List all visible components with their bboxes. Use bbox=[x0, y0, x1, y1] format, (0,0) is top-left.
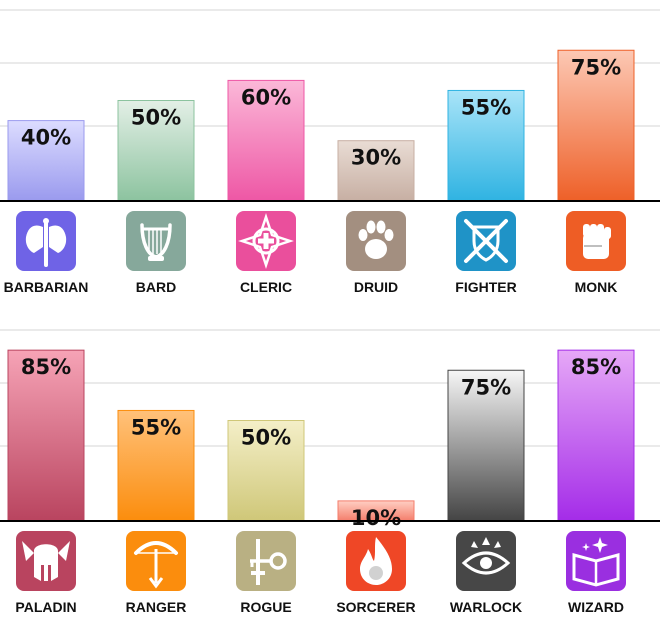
category-label-monk: MONK bbox=[575, 279, 618, 295]
bar-rogue bbox=[227, 420, 305, 522]
category-label-bard: BARD bbox=[136, 279, 176, 295]
bar-fighter bbox=[447, 89, 525, 202]
holy-symbol-icon bbox=[236, 211, 296, 271]
bar-paladin bbox=[7, 349, 85, 522]
value-label-paladin: 85% bbox=[21, 355, 71, 379]
chart-panel-2: 85% PALADIN 55% RANGER 50% ROGUE 10% SORCERER 75… bbox=[0, 329, 660, 615]
eye-sigil-icon bbox=[456, 531, 516, 591]
paw-icon bbox=[346, 211, 406, 271]
value-label-bard: 50% bbox=[131, 106, 181, 130]
dagger-key-icon bbox=[236, 531, 296, 591]
bar-ranger bbox=[117, 409, 195, 522]
bar-wizard bbox=[557, 349, 635, 522]
value-label-rogue: 50% bbox=[241, 426, 291, 450]
bar-monk bbox=[557, 49, 635, 202]
category-label-barbarian: BARBARIAN bbox=[4, 279, 89, 295]
value-label-druid: 30% bbox=[351, 146, 401, 170]
category-label-wizard: WIZARD bbox=[568, 599, 624, 615]
bar-druid bbox=[337, 140, 415, 202]
value-label-fighter: 55% bbox=[461, 95, 511, 119]
value-label-monk: 75% bbox=[571, 55, 621, 79]
bar-bard bbox=[117, 100, 195, 202]
spellbook-icon bbox=[566, 531, 626, 591]
category-label-fighter: FIGHTER bbox=[455, 279, 516, 295]
bar-barbarian bbox=[7, 120, 85, 202]
category-label-paladin: PALADIN bbox=[15, 599, 76, 615]
category-label-sorcerer: SORCERER bbox=[336, 599, 415, 615]
value-label-warlock: 75% bbox=[461, 375, 511, 399]
chart-panel-1: 40% BARBARIAN 50% BARD 60% CLERIC 30% DRUID 55% F… bbox=[0, 9, 660, 295]
category-label-druid: DRUID bbox=[354, 279, 398, 295]
category-label-cleric: CLERIC bbox=[240, 279, 292, 295]
bow-arrow-icon bbox=[126, 531, 186, 591]
lyre-icon bbox=[126, 211, 186, 271]
category-label-warlock: WARLOCK bbox=[450, 599, 522, 615]
category-label-rogue: ROGUE bbox=[240, 599, 291, 615]
bar-warlock bbox=[447, 369, 525, 522]
category-label-ranger: RANGER bbox=[126, 599, 187, 615]
value-label-barbarian: 40% bbox=[21, 126, 71, 150]
winged-helm-icon bbox=[16, 531, 76, 591]
double-axe-icon bbox=[16, 211, 76, 271]
value-label-sorcerer: 10% bbox=[351, 506, 401, 530]
value-label-cleric: 60% bbox=[241, 85, 291, 109]
bar-cleric bbox=[227, 79, 305, 202]
flame-icon bbox=[346, 531, 406, 591]
fist-icon bbox=[566, 211, 626, 271]
value-label-ranger: 55% bbox=[131, 415, 181, 439]
crossed-swords-shield-icon bbox=[456, 211, 516, 271]
value-label-wizard: 85% bbox=[571, 355, 621, 379]
